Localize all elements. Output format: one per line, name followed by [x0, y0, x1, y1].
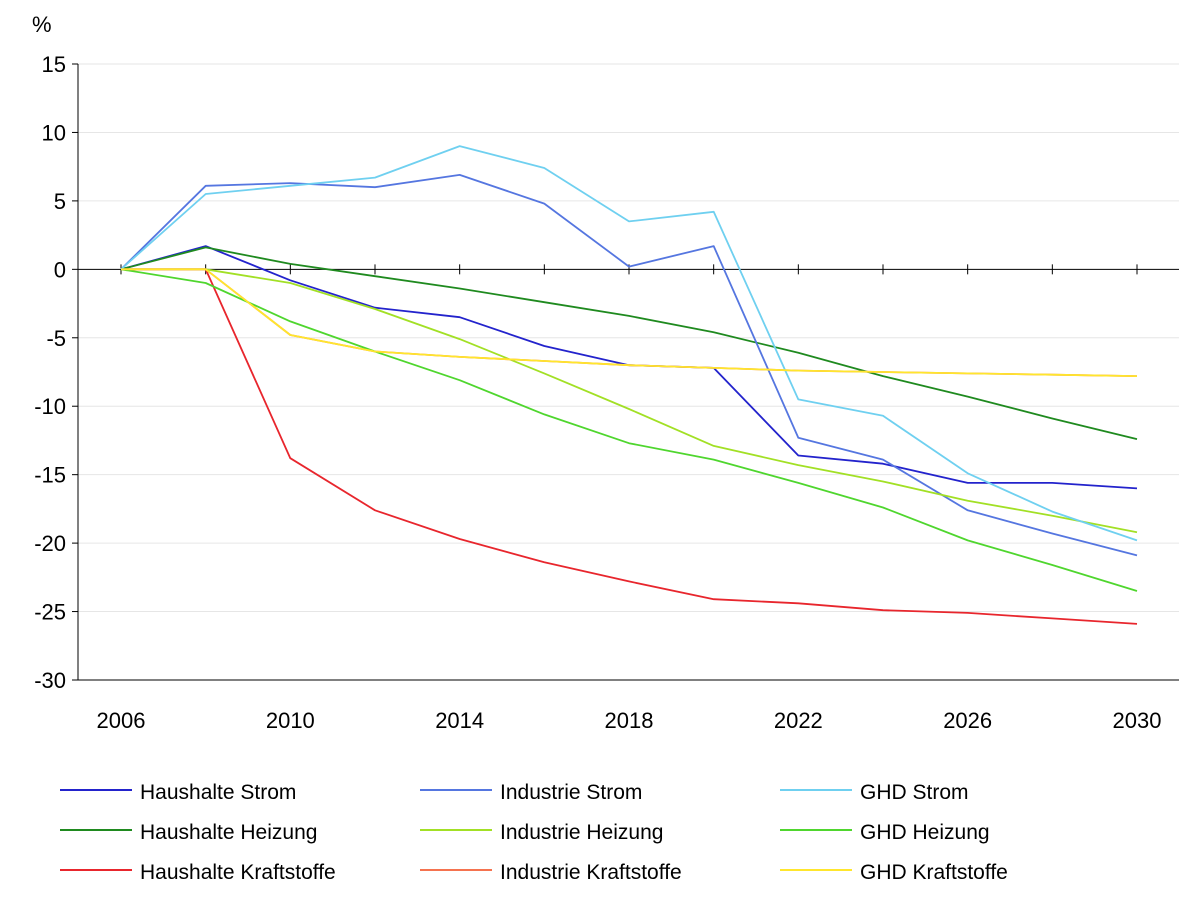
- series-line: [120, 173, 1138, 557]
- legend-label: GHD Heizung: [860, 821, 990, 844]
- x-tick-label: 2006: [97, 708, 146, 733]
- series-lines: [120, 145, 1138, 625]
- y-tick-label: 15: [42, 52, 66, 77]
- legend-label: Haushalte Heizung: [140, 821, 317, 844]
- legend-label: Industrie Kraftstoffe: [500, 861, 682, 884]
- y-tick-label: -15: [34, 463, 66, 488]
- y-tick-label: -25: [34, 600, 66, 625]
- legend: Haushalte Strom Haushalte Heizung Haushalt…: [60, 781, 1008, 884]
- y-tick-label: 10: [42, 120, 66, 145]
- x-tick-label: 2018: [605, 708, 654, 733]
- x-tick-label: 2030: [1113, 708, 1162, 733]
- axes: 15 10 5 0 -5 -10 -15 -20 -25 -30 2006 2010 2014 2018 2…: [34, 52, 1179, 733]
- series-line: [120, 245, 1138, 490]
- y-tick-label: -30: [34, 668, 66, 693]
- x-tick-label: 2010: [266, 708, 315, 733]
- legend-label: Industrie Heizung: [500, 821, 663, 844]
- legend-label: GHD Strom: [860, 781, 969, 804]
- series-line: [120, 145, 1138, 542]
- y-tick-label: 0: [54, 257, 66, 282]
- x-tick-label: 2026: [943, 708, 992, 733]
- x-tick-label: 2014: [435, 708, 484, 733]
- legend-label: GHD Kraftstoffe: [860, 861, 1008, 884]
- legend-label: Haushalte Kraftstoffe: [140, 861, 336, 884]
- y-tick-label: -10: [34, 394, 66, 419]
- y-tick-label: -5: [46, 326, 66, 351]
- grid-lines: [78, 63, 1179, 613]
- y-axis-unit-label: %: [32, 12, 52, 37]
- legend-label: Industrie Strom: [500, 781, 642, 804]
- y-tick-label: -20: [34, 531, 66, 556]
- legend-label: Haushalte Strom: [140, 781, 296, 804]
- y-tick-label: 5: [54, 189, 66, 214]
- x-tick-label: 2022: [774, 708, 823, 733]
- series-line: [120, 268, 1138, 592]
- series-line: [121, 268, 1138, 377]
- series-line: [121, 268, 1138, 534]
- series-line: [121, 268, 1138, 625]
- series-line: [120, 246, 1138, 440]
